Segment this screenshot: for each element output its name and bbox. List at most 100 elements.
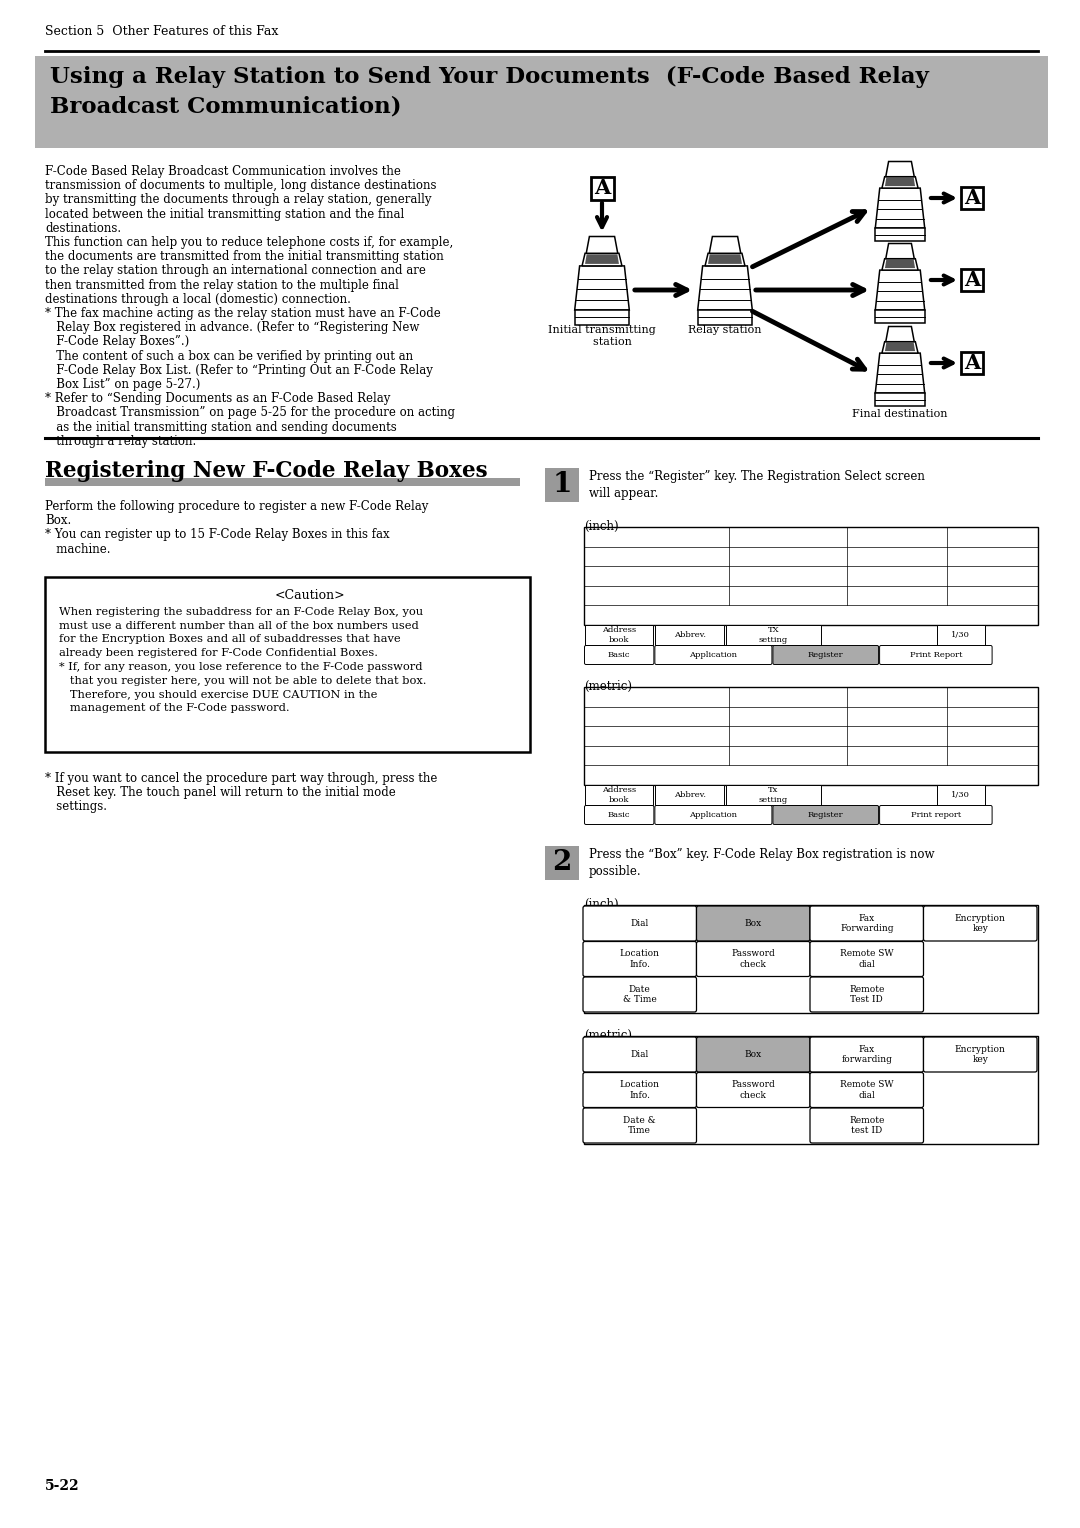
Text: <Caution>: <Caution> xyxy=(274,588,346,602)
Text: 1/30: 1/30 xyxy=(951,631,970,639)
FancyBboxPatch shape xyxy=(810,906,923,941)
Bar xyxy=(545,468,579,503)
Text: * Refer to “Sending Documents as an F-Code Based Relay: * Refer to “Sending Documents as an F-Co… xyxy=(45,393,390,405)
Text: 1/30: 1/30 xyxy=(951,792,970,799)
Polygon shape xyxy=(698,266,753,310)
Text: (inch): (inch) xyxy=(584,898,619,911)
FancyBboxPatch shape xyxy=(583,906,697,941)
Bar xyxy=(545,847,579,880)
Polygon shape xyxy=(875,270,924,310)
Polygon shape xyxy=(875,393,924,406)
Text: Address
book: Address book xyxy=(603,626,636,643)
Polygon shape xyxy=(885,342,915,351)
Bar xyxy=(961,351,983,374)
Text: F-Code Based Relay Broadcast Communication involves the: F-Code Based Relay Broadcast Communicati… xyxy=(45,165,401,177)
Text: the documents are transmitted from the initial transmitting station: the documents are transmitted from the i… xyxy=(45,251,444,263)
Text: 5-22: 5-22 xyxy=(45,1479,80,1493)
Text: settings.: settings. xyxy=(45,801,107,813)
Text: Remote
test ID: Remote test ID xyxy=(849,1115,885,1135)
Text: Basic: Basic xyxy=(608,811,631,819)
Text: Relay station: Relay station xyxy=(688,325,761,335)
Text: Password
check: Password check xyxy=(731,1080,775,1100)
Bar xyxy=(656,625,724,645)
FancyBboxPatch shape xyxy=(810,1038,923,1073)
FancyBboxPatch shape xyxy=(583,941,697,976)
Text: located between the initial transmitting station and the final: located between the initial transmitting… xyxy=(45,208,404,220)
FancyBboxPatch shape xyxy=(584,805,653,825)
Text: Broadcast Communication): Broadcast Communication) xyxy=(50,96,402,118)
Text: F-Code Relay Box List. (Refer to “Printing Out an F-Code Relay: F-Code Relay Box List. (Refer to “Printi… xyxy=(45,364,433,377)
Bar xyxy=(584,527,1038,625)
Bar xyxy=(584,905,1038,1013)
FancyBboxPatch shape xyxy=(583,976,697,1012)
Text: Registering New F-Code Relay Boxes: Registering New F-Code Relay Boxes xyxy=(45,460,488,481)
Text: * You can register up to 15 F-Code Relay Boxes in this fax: * You can register up to 15 F-Code Relay… xyxy=(45,529,390,541)
Text: Broadcast Transmission” on page 5-25 for the procedure on acting: Broadcast Transmission” on page 5-25 for… xyxy=(45,406,455,419)
FancyBboxPatch shape xyxy=(773,645,879,665)
FancyBboxPatch shape xyxy=(879,645,993,665)
Text: by transmitting the documents through a relay station, generally: by transmitting the documents through a … xyxy=(45,194,432,206)
Polygon shape xyxy=(585,254,619,264)
Polygon shape xyxy=(886,243,915,258)
Polygon shape xyxy=(882,177,918,188)
Text: F-Code Relay Boxes”.): F-Code Relay Boxes”.) xyxy=(45,336,189,348)
Bar xyxy=(936,625,985,645)
Text: Tx
setting: Tx setting xyxy=(759,787,788,804)
Polygon shape xyxy=(710,237,741,254)
Text: Using a Relay Station to Send Your Documents  (F-Code Based Relay: Using a Relay Station to Send Your Docum… xyxy=(50,66,929,89)
Bar xyxy=(726,785,822,805)
Bar xyxy=(45,478,519,486)
Bar xyxy=(584,688,1038,785)
Polygon shape xyxy=(875,353,924,393)
Polygon shape xyxy=(885,177,915,186)
Text: Dial: Dial xyxy=(631,1050,649,1059)
Text: Fax
forwarding: Fax forwarding xyxy=(841,1045,892,1063)
Text: A: A xyxy=(963,270,981,290)
Text: management of the F-Code password.: management of the F-Code password. xyxy=(59,703,289,714)
Text: Register: Register xyxy=(808,651,843,659)
Text: When registering the subaddress for an F-Code Relay Box, you: When registering the subaddress for an F… xyxy=(59,607,423,617)
FancyBboxPatch shape xyxy=(879,805,993,825)
Text: Register: Register xyxy=(808,811,843,819)
Text: must use a different number than all of the box numbers used: must use a different number than all of … xyxy=(59,620,419,631)
FancyBboxPatch shape xyxy=(810,1108,923,1143)
FancyBboxPatch shape xyxy=(810,1073,923,1108)
Text: Location
Info.: Location Info. xyxy=(620,1080,660,1100)
Bar xyxy=(656,785,724,805)
Text: Print Report: Print Report xyxy=(909,651,962,659)
Text: for the Encryption Boxes and all of subaddresses that have: for the Encryption Boxes and all of suba… xyxy=(59,634,401,645)
FancyBboxPatch shape xyxy=(810,941,923,976)
Text: Final destination: Final destination xyxy=(852,410,948,419)
Text: to the relay station through an international connection and are: to the relay station through an internat… xyxy=(45,264,426,278)
Text: already been registered for F-Code Confidential Boxes.: already been registered for F-Code Confi… xyxy=(59,648,378,659)
Text: Basic: Basic xyxy=(608,651,631,659)
FancyBboxPatch shape xyxy=(697,1073,810,1108)
Bar xyxy=(45,576,530,752)
Text: (inch): (inch) xyxy=(584,520,619,533)
Text: Box: Box xyxy=(744,918,761,927)
Text: Date
& Time: Date & Time xyxy=(623,986,657,1004)
Polygon shape xyxy=(875,228,924,241)
Polygon shape xyxy=(885,260,915,267)
Polygon shape xyxy=(886,162,915,177)
Text: Initial transmitting
      station: Initial transmitting station xyxy=(549,325,656,347)
Text: A: A xyxy=(963,353,981,373)
Text: machine.: machine. xyxy=(45,542,110,556)
Text: Abbrev.: Abbrev. xyxy=(674,792,705,799)
Text: Application: Application xyxy=(689,811,738,819)
Text: * The fax machine acting as the relay station must have an F-Code: * The fax machine acting as the relay st… xyxy=(45,307,441,319)
FancyBboxPatch shape xyxy=(583,1038,697,1073)
Polygon shape xyxy=(882,258,918,270)
Text: * If, for any reason, you lose reference to the F-Code password: * If, for any reason, you lose reference… xyxy=(59,662,422,672)
Polygon shape xyxy=(875,310,924,324)
Text: then transmitted from the relay station to the multiple final: then transmitted from the relay station … xyxy=(45,278,399,292)
Text: 1: 1 xyxy=(552,472,571,498)
Text: Date &
Time: Date & Time xyxy=(623,1115,656,1135)
FancyBboxPatch shape xyxy=(773,805,879,825)
FancyBboxPatch shape xyxy=(583,1073,697,1108)
Bar xyxy=(726,625,822,645)
Polygon shape xyxy=(705,254,745,266)
Text: Reset key. The touch panel will return to the initial mode: Reset key. The touch panel will return t… xyxy=(45,785,395,799)
Text: Abbrev.: Abbrev. xyxy=(674,631,705,639)
Bar xyxy=(591,177,613,200)
